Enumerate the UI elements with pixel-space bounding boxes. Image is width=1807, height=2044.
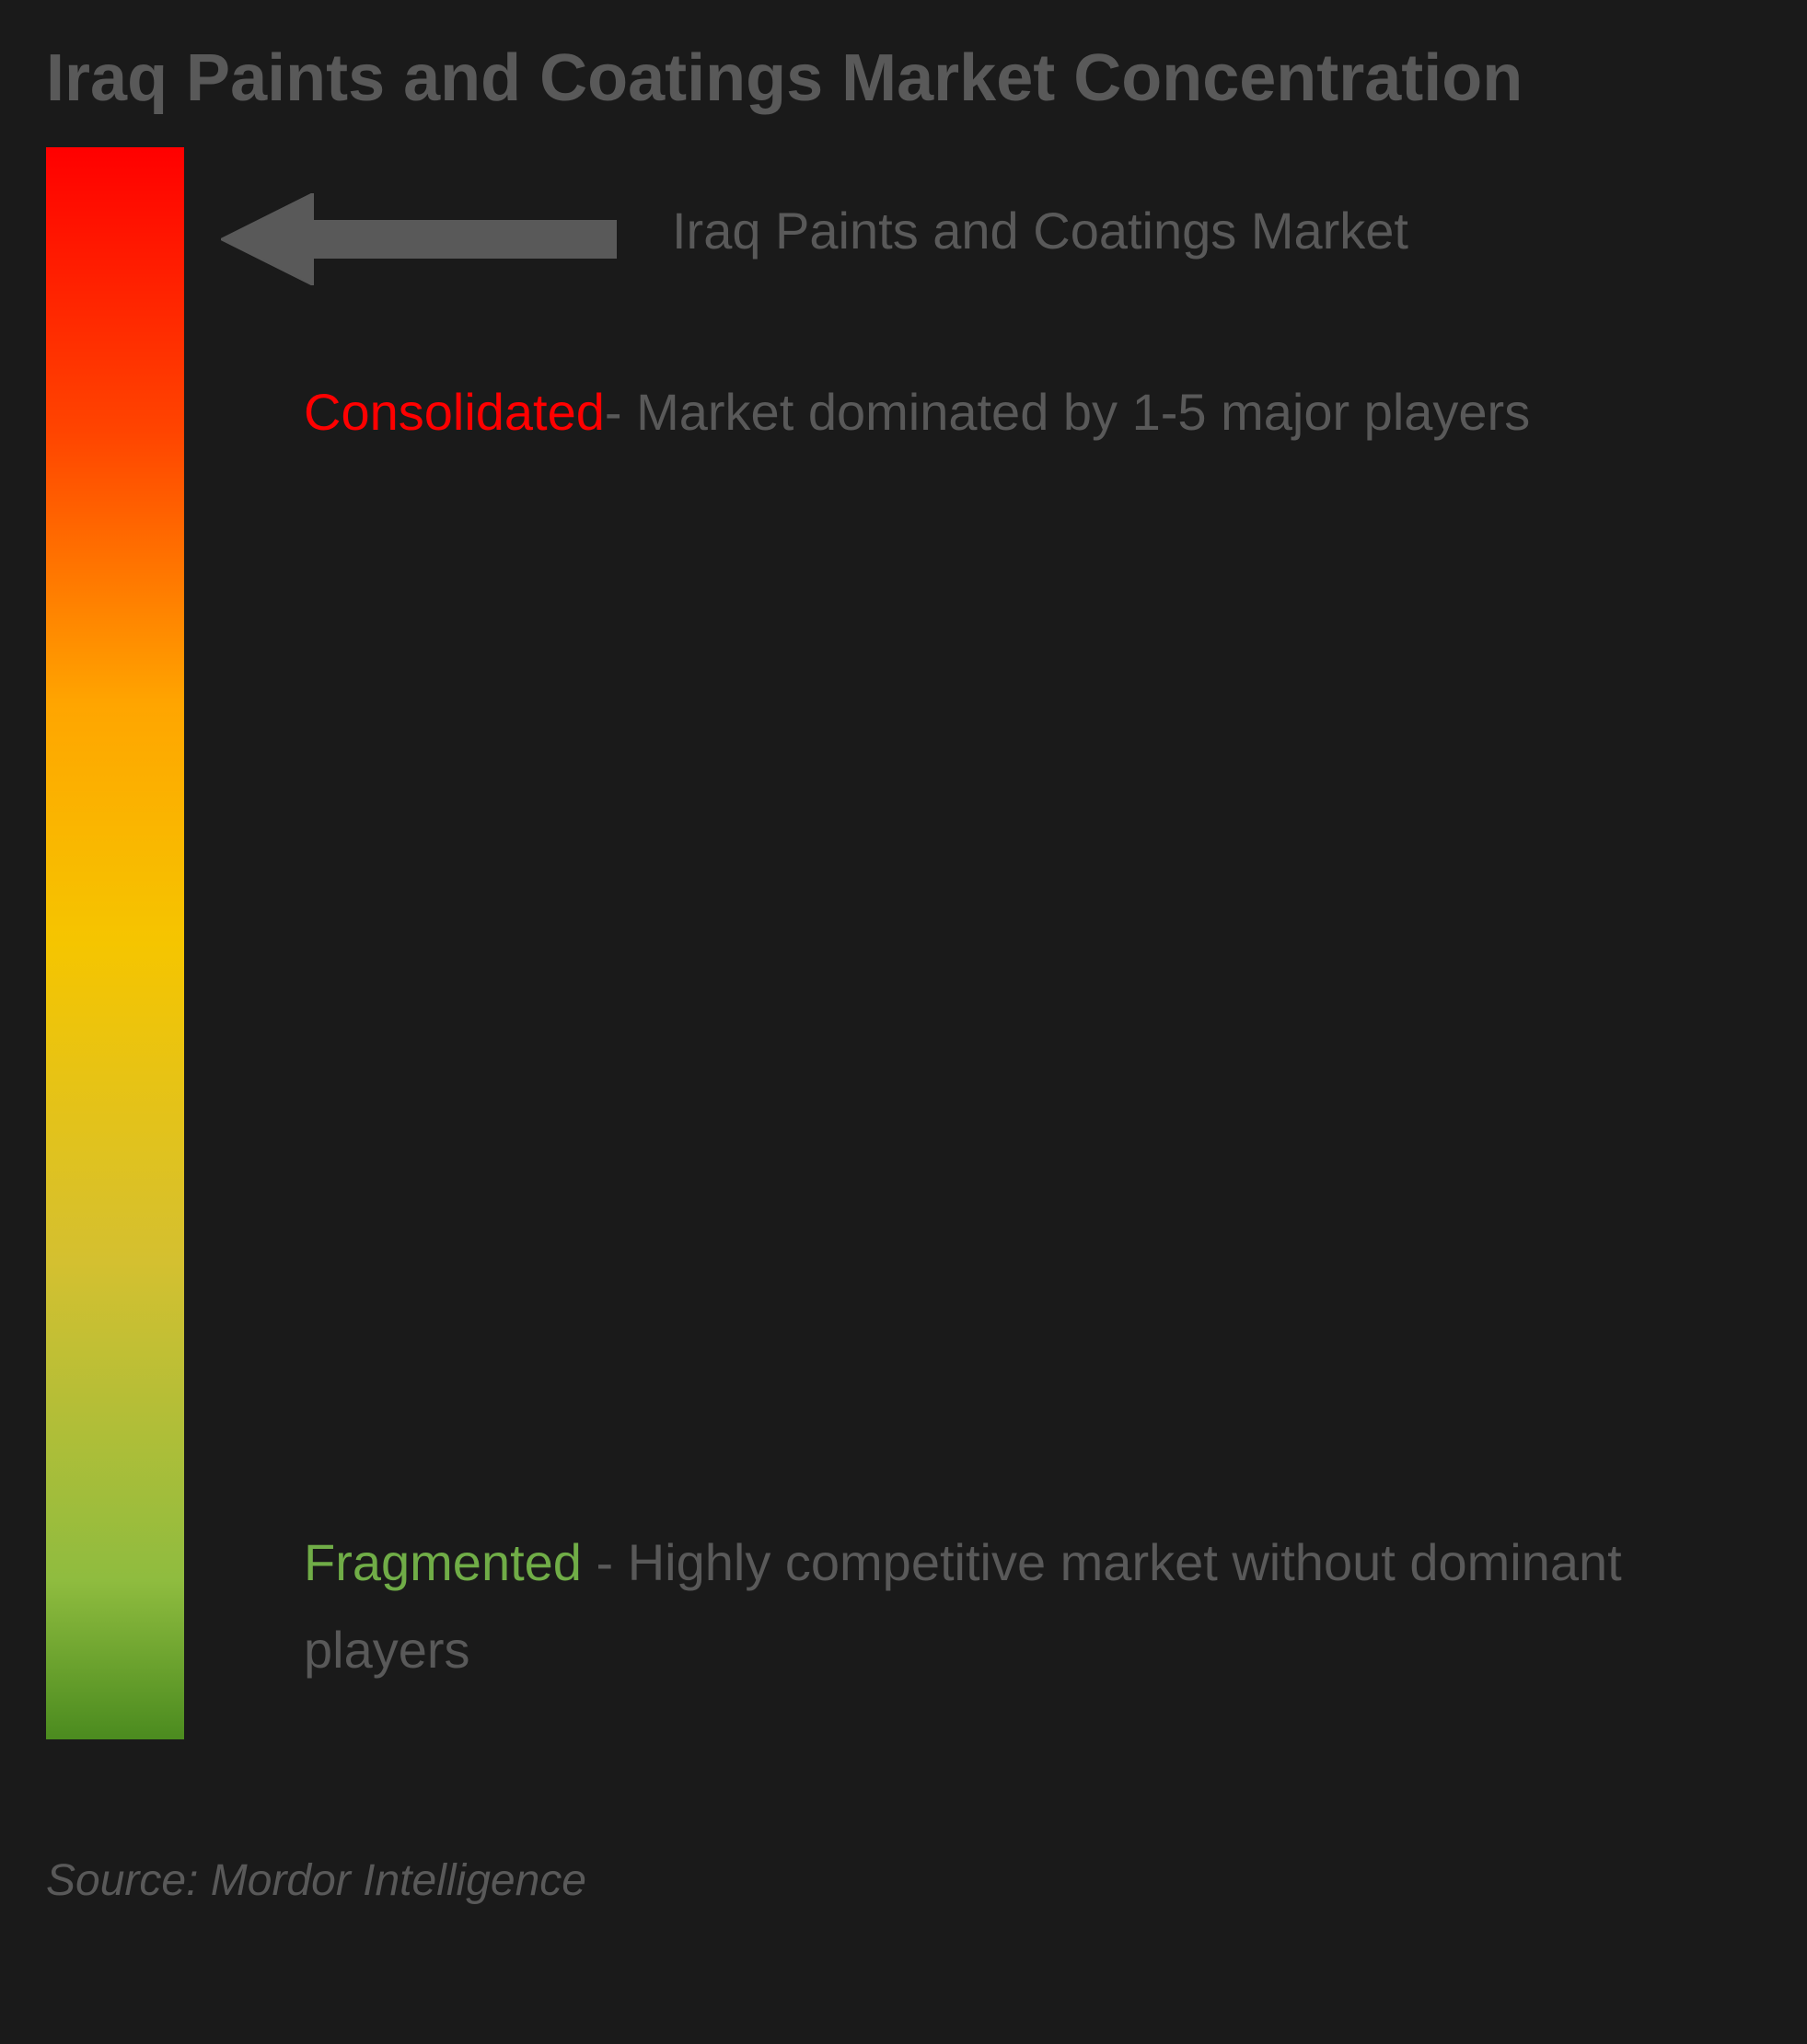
fragmented-text: Fragmented - Highly competitive market w… (304, 1519, 1770, 1693)
source-attribution: Source: Mordor Intelligence (46, 1855, 586, 1906)
consolidated-keyword: Consolidated (304, 383, 605, 441)
gradient-bar (46, 147, 184, 1739)
consolidated-text: Consolidated- Market dominated by 1-5 ma… (304, 368, 1530, 456)
infographic-container: Iraq Paints and Coatings Market Concentr… (0, 0, 1807, 2044)
pointer-arrow (221, 193, 617, 285)
arrow-label: Iraq Paints and Coatings Market (672, 198, 1408, 265)
content-row: Iraq Paints and Coatings Market Consolid… (37, 147, 1770, 1739)
consolidated-rest: - Market dominated by 1-5 major players (605, 383, 1530, 441)
page-title: Iraq Paints and Coatings Market Concentr… (37, 37, 1770, 120)
arrow-left-icon (221, 193, 617, 285)
fragmented-keyword: Fragmented (304, 1533, 582, 1591)
